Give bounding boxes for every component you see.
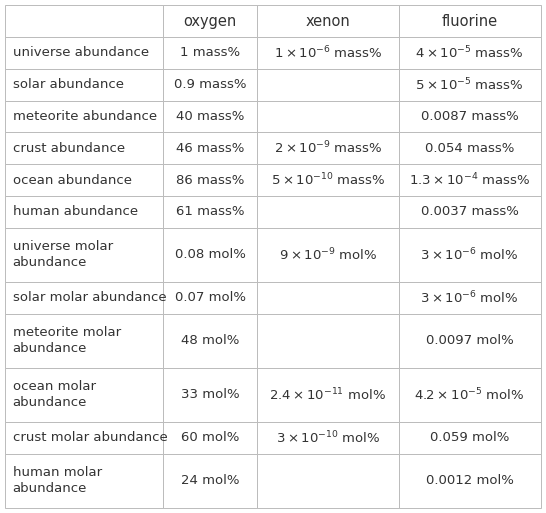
Bar <box>399 69 541 101</box>
Bar <box>257 164 399 196</box>
Bar <box>399 164 541 196</box>
Bar <box>399 5 541 37</box>
Text: $4.2\times10^{-5}$ mol%: $4.2\times10^{-5}$ mol% <box>414 387 525 403</box>
Text: 86 mass%: 86 mass% <box>176 173 244 187</box>
Text: $4\times10^{-5}$ mass%: $4\times10^{-5}$ mass% <box>416 45 524 61</box>
Bar <box>5 37 163 69</box>
Bar <box>5 454 163 508</box>
Bar <box>5 368 163 422</box>
Bar <box>257 132 399 164</box>
Bar <box>399 282 541 314</box>
Text: $1.3\times10^{-4}$ mass%: $1.3\times10^{-4}$ mass% <box>409 172 530 188</box>
Bar <box>257 422 399 454</box>
Bar <box>399 228 541 282</box>
Text: 33 mol%: 33 mol% <box>181 388 240 401</box>
Text: 0.08 mol%: 0.08 mol% <box>175 248 246 262</box>
Bar <box>5 314 163 368</box>
Text: 24 mol%: 24 mol% <box>181 475 239 487</box>
Text: 0.0097 mol%: 0.0097 mol% <box>426 334 514 347</box>
Bar <box>257 228 399 282</box>
Text: $9\times10^{-9}$ mol%: $9\times10^{-9}$ mol% <box>278 247 377 263</box>
Text: 0.0012 mol%: 0.0012 mol% <box>426 475 514 487</box>
Bar <box>399 196 541 228</box>
Bar <box>163 164 257 196</box>
Text: ocean abundance: ocean abundance <box>13 173 132 187</box>
Text: ocean molar
abundance: ocean molar abundance <box>13 381 96 409</box>
Bar <box>5 69 163 101</box>
Text: 1 mass%: 1 mass% <box>180 46 240 60</box>
Bar <box>399 132 541 164</box>
Bar <box>257 37 399 69</box>
Text: human molar
abundance: human molar abundance <box>13 466 102 496</box>
Text: human abundance: human abundance <box>13 205 138 219</box>
Bar <box>399 101 541 132</box>
Bar <box>163 37 257 69</box>
Text: 0.059 mol%: 0.059 mol% <box>430 431 509 444</box>
Bar <box>5 164 163 196</box>
Text: meteorite abundance: meteorite abundance <box>13 110 157 123</box>
Bar <box>163 5 257 37</box>
Text: $3\times10^{-10}$ mol%: $3\times10^{-10}$ mol% <box>276 429 380 446</box>
Bar <box>163 69 257 101</box>
Bar <box>257 101 399 132</box>
Bar <box>163 101 257 132</box>
Bar <box>163 454 257 508</box>
Text: solar abundance: solar abundance <box>13 78 123 91</box>
Text: $2\times10^{-9}$ mass%: $2\times10^{-9}$ mass% <box>274 140 382 156</box>
Bar <box>399 37 541 69</box>
Bar <box>5 422 163 454</box>
Text: crust molar abundance: crust molar abundance <box>13 431 167 444</box>
Text: $3\times10^{-6}$ mol%: $3\times10^{-6}$ mol% <box>420 289 519 306</box>
Text: $1\times10^{-6}$ mass%: $1\times10^{-6}$ mass% <box>274 45 382 61</box>
Text: 0.9 mass%: 0.9 mass% <box>174 78 246 91</box>
Bar <box>5 228 163 282</box>
Text: 48 mol%: 48 mol% <box>181 334 239 347</box>
Bar <box>257 196 399 228</box>
Bar <box>163 196 257 228</box>
Text: $5\times10^{-10}$ mass%: $5\times10^{-10}$ mass% <box>271 172 385 188</box>
Text: 0.054 mass%: 0.054 mass% <box>425 142 514 155</box>
Bar <box>163 368 257 422</box>
Text: fluorine: fluorine <box>442 13 498 29</box>
Bar <box>257 368 399 422</box>
Bar <box>5 132 163 164</box>
Bar <box>399 454 541 508</box>
Text: crust abundance: crust abundance <box>13 142 124 155</box>
Bar <box>163 422 257 454</box>
Bar <box>5 101 163 132</box>
Bar <box>163 228 257 282</box>
Bar <box>257 5 399 37</box>
Bar <box>257 69 399 101</box>
Text: 40 mass%: 40 mass% <box>176 110 244 123</box>
Text: 60 mol%: 60 mol% <box>181 431 239 444</box>
Text: 0.0037 mass%: 0.0037 mass% <box>421 205 519 219</box>
Text: oxygen: oxygen <box>183 13 237 29</box>
Bar <box>399 368 541 422</box>
Text: 0.07 mol%: 0.07 mol% <box>175 291 246 304</box>
Bar <box>163 314 257 368</box>
Bar <box>257 314 399 368</box>
Bar <box>399 314 541 368</box>
Text: $3\times10^{-6}$ mol%: $3\times10^{-6}$ mol% <box>420 247 519 263</box>
Text: universe molar
abundance: universe molar abundance <box>13 241 112 269</box>
Text: xenon: xenon <box>305 13 350 29</box>
Bar <box>5 282 163 314</box>
Text: 46 mass%: 46 mass% <box>176 142 244 155</box>
Bar <box>163 282 257 314</box>
Text: universe abundance: universe abundance <box>13 46 149 60</box>
Text: 0.0087 mass%: 0.0087 mass% <box>421 110 519 123</box>
Bar <box>5 196 163 228</box>
Bar <box>257 282 399 314</box>
Text: 61 mass%: 61 mass% <box>176 205 245 219</box>
Bar <box>257 454 399 508</box>
Text: $2.4\times10^{-11}$ mol%: $2.4\times10^{-11}$ mol% <box>269 387 387 403</box>
Bar <box>399 422 541 454</box>
Text: meteorite molar
abundance: meteorite molar abundance <box>13 326 121 356</box>
Bar <box>163 132 257 164</box>
Text: $5\times10^{-5}$ mass%: $5\times10^{-5}$ mass% <box>416 76 524 93</box>
Text: solar molar abundance: solar molar abundance <box>13 291 166 304</box>
Bar <box>5 5 163 37</box>
